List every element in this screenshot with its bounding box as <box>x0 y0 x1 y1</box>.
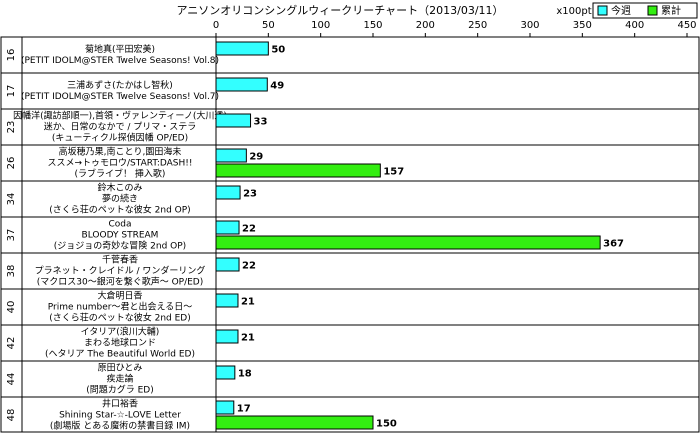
x-tick-label: 50 <box>262 20 275 31</box>
bar <box>215 185 241 200</box>
bar <box>215 329 239 344</box>
bar <box>215 113 252 128</box>
category-label: 因幡洋(諏訪部順一),首領・ヴァレンティーノ(大川透) <box>13 110 227 122</box>
legend-swatch <box>647 5 658 16</box>
rank-label: 34 <box>6 193 17 206</box>
category-label: (問題カグラ ED) <box>86 384 154 396</box>
legend-label: 累計 <box>661 4 681 17</box>
category-label: 夢の続き <box>102 193 138 205</box>
value-label: 29 <box>249 152 263 163</box>
bar <box>215 77 268 92</box>
value-label: 22 <box>242 261 256 272</box>
bar <box>215 365 236 380</box>
bar <box>215 163 381 178</box>
value-label: 23 <box>243 189 257 200</box>
category-label: 原田ひとみ <box>98 363 143 374</box>
bar <box>215 148 247 163</box>
category-label: 疾走論 <box>106 373 133 385</box>
chart-title: アニソンオリコンシングルウィークリーチャート（2013/03/11） <box>176 3 503 17</box>
category-label: 高坂穂乃果,南ことり,園田海未 <box>59 146 182 158</box>
category-label: Coda <box>108 220 131 230</box>
bar <box>215 235 601 250</box>
category-label: (さくら荘のペットな彼女 2nd OP) <box>49 204 190 216</box>
category-label: 菊地真(平田宏美) <box>85 43 155 55</box>
rank-label: 23 <box>6 121 17 134</box>
bar <box>215 415 374 430</box>
rank-label: 48 <box>6 409 17 422</box>
category-label: プラネット・クレイドル / ワンダーリング <box>35 265 206 277</box>
rank-label: 42 <box>6 337 17 350</box>
rank-label: 26 <box>6 157 17 170</box>
x-tick-label: 300 <box>520 20 539 31</box>
value-label: 49 <box>270 81 284 92</box>
value-label: 21 <box>241 297 255 308</box>
category-label: 井口裕香 <box>102 398 138 410</box>
value-label: 157 <box>383 167 404 178</box>
category-label: 大倉明日香 <box>97 290 142 302</box>
category-label: Prime number～君と出会える日～ <box>48 301 193 313</box>
rank-label: 38 <box>6 265 17 278</box>
bar <box>215 220 240 235</box>
bar <box>215 41 269 56</box>
value-label: 21 <box>241 333 255 344</box>
rank-label: 16 <box>6 49 17 62</box>
bar <box>215 400 235 415</box>
value-label: 22 <box>242 224 256 235</box>
value-label: 33 <box>254 117 268 128</box>
category-label: (マクロス30～銀河を繋ぐ歌声～ OP/ED) <box>37 276 204 288</box>
legend-box <box>592 2 698 19</box>
category-label: 迷か、日常のなかで / プリマ・ステラ <box>44 121 197 133</box>
category-label: (ヘタリア The Beautiful World ED) <box>45 349 195 360</box>
value-label: 150 <box>376 419 397 430</box>
x-tick-label: 350 <box>573 20 592 31</box>
category-label: (キューティクル探偵因幡 OP/ED) <box>52 132 188 144</box>
category-label: まわる地球ロンド <box>84 337 156 349</box>
category-label: (劇場版 とある魔術の禁書目録 IM) <box>50 420 190 432</box>
frame <box>0 36 700 433</box>
category-label: ススメ→トゥモロウ/START:DASH!! <box>47 158 192 169</box>
rank-label: 17 <box>6 85 17 98</box>
category-label: (ジョジョの奇妙な冒険 2nd OP) <box>54 240 186 252</box>
category-label: イタリア(浪川大輔) <box>81 326 160 338</box>
unit-label: x100pt <box>556 6 591 17</box>
category-label: 三浦あずさ(たかはし智秋) <box>67 79 173 91</box>
x-tick-label: 0 <box>213 20 219 31</box>
rank-label: 44 <box>6 373 17 386</box>
rank-label: 40 <box>6 301 17 314</box>
rank-label: 37 <box>6 229 17 242</box>
category-label: (PETIT IDOLM@STER Twelve Seasons! Vol.8) <box>21 56 219 66</box>
bar <box>215 293 239 308</box>
legend-label: 今週 <box>611 4 631 17</box>
bar <box>215 257 240 272</box>
category-label: (PETIT IDOLM@STER Twelve Seasons! Vol.7) <box>21 92 219 102</box>
category-label: (ラブライブ！ 挿入歌) <box>75 168 166 180</box>
x-tick-label: 450 <box>677 20 696 31</box>
value-label: 50 <box>271 45 285 56</box>
value-label: 367 <box>603 239 624 250</box>
x-tick-label: 250 <box>468 20 487 31</box>
value-label: 17 <box>237 404 251 415</box>
x-tick-label: 200 <box>416 20 435 31</box>
x-tick-label: 150 <box>363 20 382 31</box>
category-label: Shining Star-☆-LOVE Letter <box>59 411 181 421</box>
x-tick-label: 100 <box>311 20 330 31</box>
category-label: BLOODY STREAM <box>82 231 159 241</box>
x-tick-label: 400 <box>625 20 644 31</box>
legend-swatch <box>597 5 608 16</box>
category-label: 鈴木このみ <box>97 182 142 194</box>
category-label: 千菅春香 <box>102 254 138 266</box>
value-label: 18 <box>238 369 252 380</box>
category-label: (さくら荘のペットな彼女 2nd ED) <box>49 312 191 324</box>
